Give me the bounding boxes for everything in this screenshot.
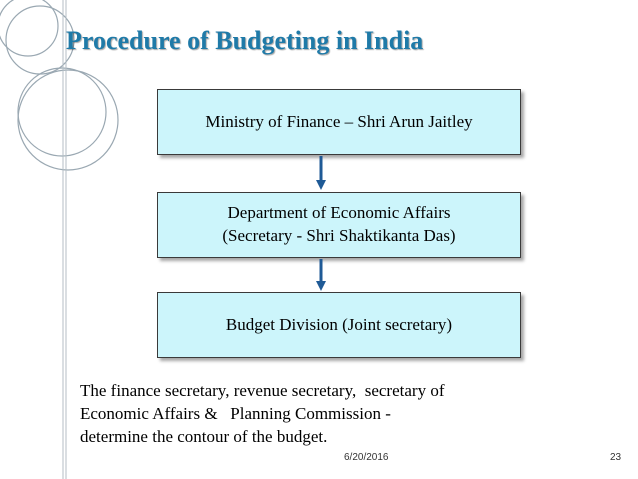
note-line: determine the contour of the budget. — [80, 426, 328, 446]
note-line: The finance secretary, revenue secretary… — [80, 381, 445, 400]
department-box: Department of Economic Affairs (Secretar… — [157, 192, 521, 258]
budget-division-box: Budget Division (Joint secretary) — [157, 292, 521, 358]
ministry-label: Ministry of Finance – Shri Arun Jaitley — [205, 111, 473, 131]
department-secretary-label: (Secretary - Shri Shaktikanta Das) — [222, 226, 456, 245]
note-text: The finance secretary, revenue secretary… — [80, 380, 560, 449]
page-number: 23 — [610, 452, 622, 463]
ministry-box: Ministry of Finance – Shri Arun Jaitley — [157, 89, 521, 155]
footer-date: 6/20/2016 — [344, 452, 389, 463]
department-label: Department of Economic Affairs — [227, 203, 451, 223]
budget-division-label: Budget Division (Joint secretary) — [225, 314, 453, 334]
arrow-down-icon — [316, 156, 326, 190]
slide-title: Procedure of Budgeting in India — [66, 26, 424, 55]
arrow-down-icon — [316, 259, 326, 291]
note-line: Economic Affairs & Planning Commission - — [80, 403, 391, 423]
